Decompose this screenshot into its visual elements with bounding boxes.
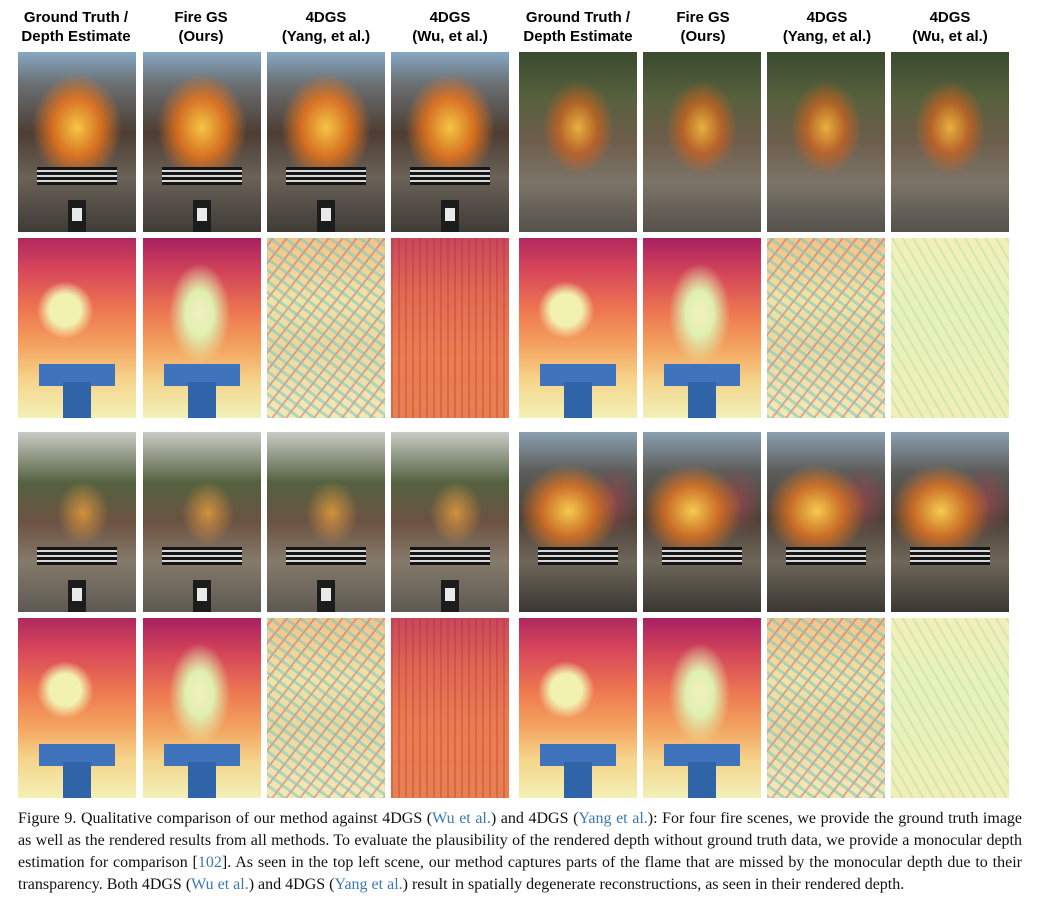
scene-b-4dgs-wu-depth	[891, 238, 1009, 418]
scene-c-4dgs-yang-depth	[267, 618, 385, 798]
scene-b-4dgs-yang-depth	[767, 238, 885, 418]
header-line2: Depth Estimate	[523, 28, 633, 45]
scene-a-4dgs-wu-depth	[391, 238, 509, 418]
caption-text: Qualitative comparison of our method aga…	[76, 810, 433, 827]
header-line1: Fire GS	[676, 9, 730, 26]
scene-b-4dgs-wu-image	[891, 52, 1009, 232]
caption-text: ) and 4DGS (	[248, 876, 335, 893]
scene-b-ground-truth-image	[519, 52, 637, 232]
scene-b-4dgs-yang-image	[767, 52, 885, 232]
figure-caption: Figure 9. Qualitative comparison of our …	[18, 808, 1022, 896]
citation-link[interactable]: Wu et al.	[432, 810, 491, 827]
header-line2: (Yang, et al.)	[281, 28, 371, 45]
caption-text: ]. As seen in the top left scene, our me…	[18, 854, 1022, 893]
citation-link[interactable]: 102	[197, 854, 222, 871]
scene-d-fire-gs-depth	[643, 618, 761, 798]
header-line1: 4DGS	[806, 9, 848, 26]
scene-d-4dgs-yang-depth	[767, 618, 885, 798]
scene-c-fire-gs-image	[143, 432, 261, 612]
caption-label: Figure 9.	[18, 810, 77, 827]
scene-b-fire-gs-image	[643, 52, 761, 232]
header-line1: Ground Truth /	[525, 9, 631, 26]
caption-text: ) and 4DGS (	[490, 810, 579, 827]
header-line2: (Wu, et al.)	[412, 28, 488, 45]
citation-link[interactable]: Yang et al.	[334, 876, 403, 893]
header-fire-gs-right: Fire GS (Ours)	[641, 8, 765, 46]
header-4dgs-yang-left: 4DGS (Yang, et al.)	[264, 8, 388, 46]
scene-a-4dgs-wu-image	[391, 52, 509, 232]
header-line1: 4DGS	[429, 9, 471, 26]
header-ground-truth-right: Ground Truth / Depth Estimate	[516, 8, 640, 46]
header-ground-truth-left: Ground Truth / Depth Estimate	[14, 8, 138, 46]
scene-c-fire-gs-depth	[143, 618, 261, 798]
header-line1: 4DGS	[929, 9, 971, 26]
scene-a-fire-gs-image	[143, 52, 261, 232]
scene-b-fire-gs-depth	[643, 238, 761, 418]
scene-b-depth-estimate	[519, 238, 637, 418]
scene-a-ground-truth-image	[18, 52, 136, 232]
header-4dgs-wu-right: 4DGS (Wu, et al.)	[888, 8, 1012, 46]
header-line1: Fire GS	[174, 9, 228, 26]
scene-d-fire-gs-image	[643, 432, 761, 612]
header-line1: Ground Truth /	[23, 9, 129, 26]
scene-c-4dgs-wu-image	[391, 432, 509, 612]
scene-d-4dgs-wu-depth	[891, 618, 1009, 798]
scene-d-4dgs-wu-image	[891, 432, 1009, 612]
header-line2: (Ours)	[178, 28, 224, 45]
header-4dgs-wu-left: 4DGS (Wu, et al.)	[388, 8, 512, 46]
scene-d-4dgs-yang-image	[767, 432, 885, 612]
citation-link[interactable]: Yang et al.	[578, 810, 648, 827]
header-line1: 4DGS	[305, 9, 347, 26]
caption-text: ) result in spatially degenerate reconst…	[402, 876, 905, 893]
header-line2: (Wu, et al.)	[912, 28, 988, 45]
header-line2: Depth Estimate	[21, 28, 131, 45]
header-fire-gs-left: Fire GS (Ours)	[139, 8, 263, 46]
header-line2: (Yang, et al.)	[782, 28, 872, 45]
header-line2: (Ours)	[680, 28, 726, 45]
scene-c-ground-truth-image	[18, 432, 136, 612]
caption-text: ): For four fire scenes, we provide the …	[18, 810, 1023, 871]
scene-c-depth-estimate	[18, 618, 136, 798]
citation-link[interactable]: Wu et al.	[191, 876, 249, 893]
scene-a-4dgs-yang-depth	[267, 238, 385, 418]
scene-a-4dgs-yang-image	[267, 52, 385, 232]
scene-a-depth-estimate	[18, 238, 136, 418]
scene-d-depth-estimate	[519, 618, 637, 798]
scene-d-ground-truth-image	[519, 432, 637, 612]
header-4dgs-yang-right: 4DGS (Yang, et al.)	[765, 8, 889, 46]
scene-c-4dgs-wu-depth	[391, 618, 509, 798]
scene-c-4dgs-yang-image	[267, 432, 385, 612]
scene-a-fire-gs-depth	[143, 238, 261, 418]
